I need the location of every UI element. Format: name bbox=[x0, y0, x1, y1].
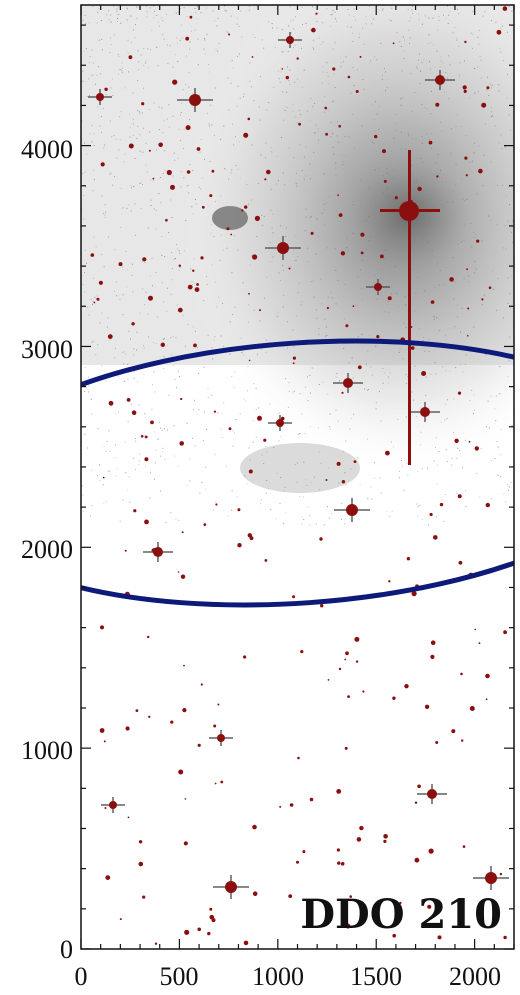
y-tick-label: 2000 bbox=[21, 535, 73, 564]
bright-star bbox=[213, 875, 249, 899]
x-tick-label: 2000 bbox=[449, 962, 501, 991]
y-tick-label: 3000 bbox=[21, 335, 73, 364]
axis-ticks bbox=[80, 5, 515, 950]
bright-star bbox=[209, 730, 233, 746]
bright-star bbox=[101, 797, 125, 813]
panel-label: DDO 210 bbox=[300, 891, 502, 938]
sky-image bbox=[81, 5, 514, 946]
x-tick-label: 1500 bbox=[350, 962, 402, 991]
y-tick-label: 4000 bbox=[21, 135, 73, 164]
foreground-stars bbox=[88, 6, 509, 946]
bright-star bbox=[417, 784, 447, 804]
bright-star bbox=[425, 70, 455, 90]
bright-star bbox=[473, 866, 509, 890]
bright-star bbox=[366, 279, 390, 295]
bright-star bbox=[143, 542, 173, 562]
bright-star bbox=[88, 89, 112, 105]
bright-star bbox=[334, 498, 370, 522]
bright-star bbox=[177, 88, 213, 112]
x-axis-tick-labels: 0 500 1000 1500 2000 bbox=[75, 962, 502, 991]
bright-star bbox=[278, 32, 302, 48]
x-tick-label: 500 bbox=[160, 962, 199, 991]
galaxy-boundary-ellipse bbox=[81, 338, 514, 608]
bright-star bbox=[333, 373, 363, 393]
bright-star-diffraction-spike bbox=[380, 150, 440, 465]
y-tick-label: 1000 bbox=[21, 736, 73, 765]
bright-star bbox=[265, 236, 301, 260]
bright-star bbox=[268, 415, 292, 431]
x-tick-label: 1000 bbox=[252, 962, 304, 991]
x-tick-label: 0 bbox=[75, 962, 88, 991]
y-tick-label: 0 bbox=[60, 935, 73, 964]
y-axis-tick-labels: 0 1000 2000 3000 4000 bbox=[21, 135, 73, 964]
bright-star bbox=[410, 402, 440, 422]
